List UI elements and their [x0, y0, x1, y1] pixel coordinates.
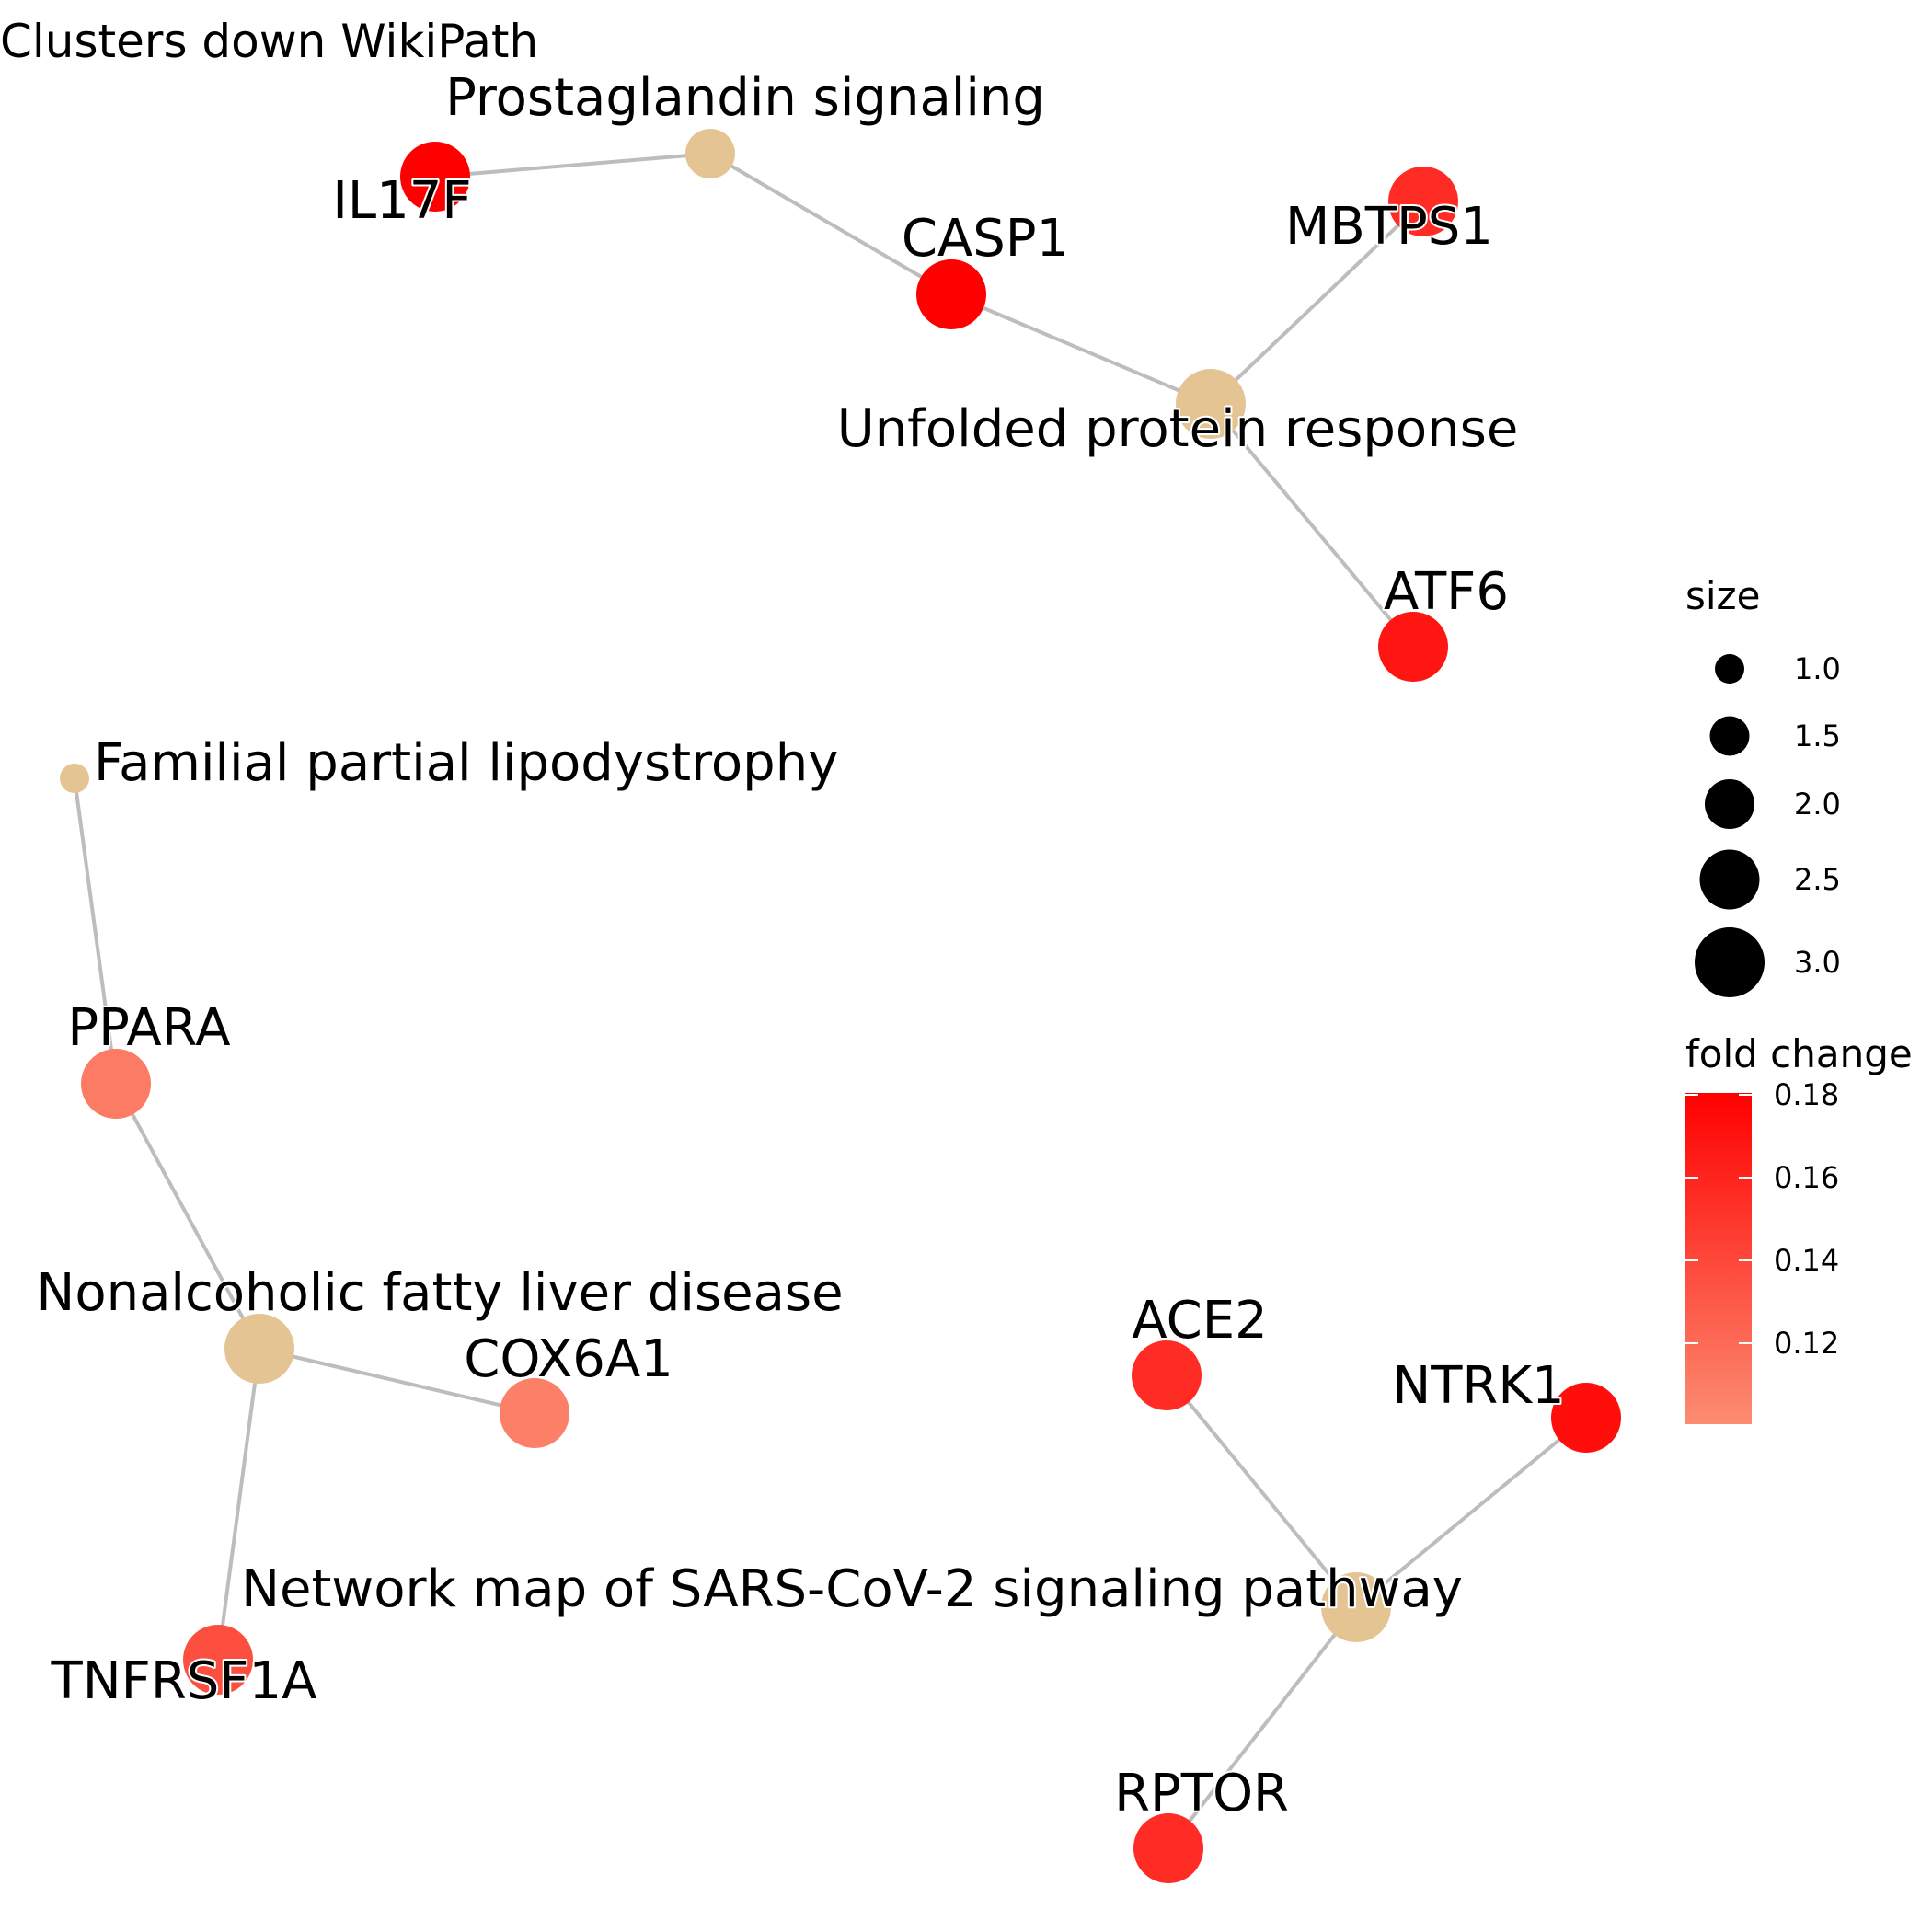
edge-nafld-cox6a1 — [259, 1347, 535, 1415]
node-label-upr: Unfolded protein response — [837, 399, 1519, 459]
plot-title: Clusters down WikiPath — [0, 15, 538, 68]
size-legend-label-4: 3.0 — [1794, 945, 1841, 980]
color-legend-label-2: 0.14 — [1774, 1243, 1839, 1278]
edge-nafld-tnfrsf1a — [216, 1348, 261, 1661]
gene-node-casp1 — [916, 259, 986, 329]
size-legend-key-2 — [1705, 779, 1754, 829]
node-label-fpl: Familial partial lipodystrophy — [94, 733, 838, 793]
label-layer: Prostaglandin signaling IL17F CASP1 MBTPS1 U… — [34, 66, 1566, 1825]
edge-fpl-ppara — [73, 777, 118, 1085]
size-legend-key-4 — [1695, 927, 1765, 997]
size-legend-title: size — [1685, 573, 1760, 618]
node-label-ntrk1: NTRK1 — [1392, 1356, 1564, 1416]
gene-node-ntrk1 — [1551, 1383, 1621, 1453]
edge-upr-casp1 — [950, 293, 1212, 406]
gene-node-cox6a1 — [500, 1378, 569, 1448]
node-label-cox6a1: COX6A1 — [464, 1329, 673, 1389]
edge-sars-ace2 — [1165, 1374, 1358, 1609]
node-label-mbtps1: MBTPS1 — [1285, 197, 1493, 257]
node-label-tnfrsf1a: TNFRSF1A — [51, 1651, 317, 1711]
color-legend-label-0: 0.18 — [1774, 1077, 1839, 1112]
node-label-prostaglandin: Prostaglandin signaling — [445, 68, 1045, 128]
node-label-il17f: IL17F — [332, 171, 471, 231]
gene-node-tnfrsf1a — [183, 1625, 253, 1695]
node-label-ace2: ACE2 — [1132, 1291, 1267, 1351]
node-label-casp1: CASP1 — [902, 209, 1069, 269]
edge-layer — [73, 152, 1588, 1850]
pathway-node-upr — [1176, 369, 1246, 439]
edge-nafld-ppara — [114, 1083, 261, 1350]
size-legend-key-1 — [1709, 716, 1750, 756]
edge-upr-atf6 — [1209, 402, 1415, 649]
color-legend-title: fold change — [1685, 1031, 1913, 1076]
size-legend: 1.0 1.5 2.0 2.5 3.0 — [1695, 651, 1841, 997]
pathway-node-fpl — [60, 764, 89, 793]
gene-node-ace2 — [1132, 1340, 1202, 1410]
color-bar — [1685, 1093, 1752, 1424]
edge-sars-ntrk1 — [1354, 1416, 1588, 1609]
gene-node-ppara — [81, 1049, 151, 1119]
gene-node-il17f — [400, 142, 470, 212]
legend: size 1.01.52.02.53.0 fold change 0.180.1… — [1685, 573, 1913, 1424]
edge-sars-rptor — [1167, 1605, 1358, 1850]
pathway-node-sars — [1321, 1572, 1391, 1642]
color-legend-ticks: 0.18 0.16 0.14 0.12 — [1685, 1077, 1839, 1361]
gene-node-atf6 — [1378, 612, 1448, 682]
gene-node-rptor — [1133, 1813, 1203, 1883]
pathway-node-prostaglandin — [685, 129, 735, 178]
edge-prostaglandin-casp1 — [708, 152, 953, 296]
edge-prostaglandin-il17f — [434, 152, 711, 178]
size-legend-label-0: 1.0 — [1794, 651, 1841, 686]
node-label-nafld: Nonalcoholic fatty liver disease — [36, 1263, 843, 1323]
node-layer — [60, 129, 1621, 1883]
size-legend-key-3 — [1699, 849, 1760, 910]
node-label-atf6: ATF6 — [1384, 562, 1509, 622]
size-legend-label-2: 2.0 — [1794, 787, 1841, 822]
color-legend-label-1: 0.16 — [1774, 1160, 1839, 1195]
edge-upr-mbtps1 — [1209, 200, 1425, 406]
size-legend-key-0 — [1715, 654, 1744, 684]
pathway-node-nafld — [224, 1314, 294, 1384]
size-legend-label-3: 2.5 — [1794, 862, 1841, 897]
color-legend-label-3: 0.12 — [1774, 1326, 1839, 1361]
node-label-rptor: RPTOR — [1114, 1764, 1289, 1823]
gene-node-mbtps1 — [1388, 167, 1458, 236]
size-legend-label-1: 1.5 — [1794, 719, 1841, 753]
node-label-ppara: PPARA — [67, 998, 230, 1058]
node-label-sars: Network map of SARS-CoV-2 signaling path… — [241, 1559, 1463, 1619]
